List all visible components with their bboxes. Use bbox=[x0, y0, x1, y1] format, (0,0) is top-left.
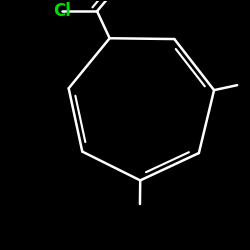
Text: Cl: Cl bbox=[53, 2, 71, 20]
